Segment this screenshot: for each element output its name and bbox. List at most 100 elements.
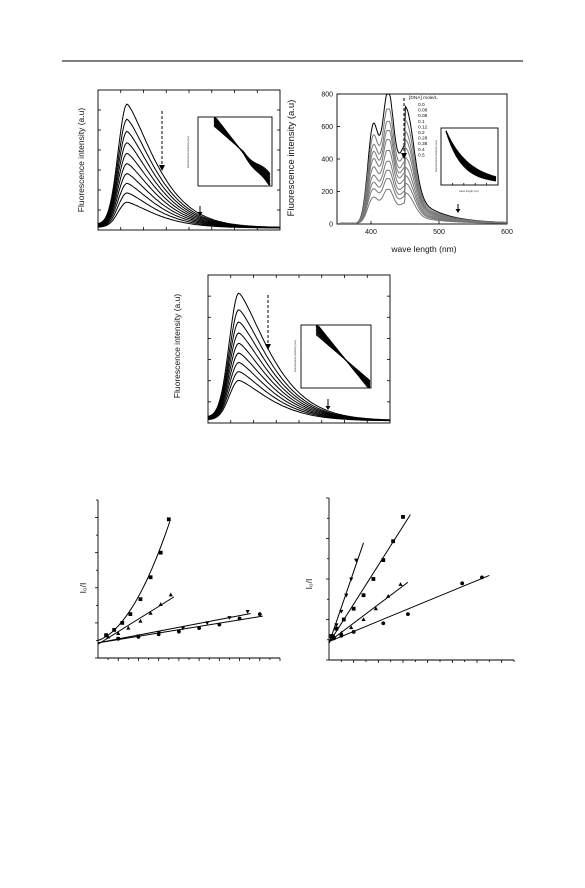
panel-b-legend-entry: 0.1 [418, 119, 425, 125]
panel-b-dashed-arrowhead [401, 153, 407, 159]
panel-b-xlabel: wave length (nm) [390, 244, 456, 254]
panel-e-point [351, 630, 356, 634]
panel-b-inset-xlabel: wave length (nm) [459, 189, 479, 193]
panel-c-ticks [208, 275, 390, 423]
panel-a-curve [97, 163, 280, 229]
panel-b-y-tick-label: 0 [329, 222, 333, 229]
panel-e-point [351, 606, 356, 611]
panel-d-point [257, 612, 262, 617]
panel-a-ylabel: Fluorescence intensity (a.u) [76, 108, 86, 213]
panel-a: Fluorescence intensity (a.u) Fluorescenc… [76, 89, 281, 231]
panel-e-point [339, 630, 344, 635]
panel-b-inset-curve [445, 130, 497, 182]
panel-e-fit-line [328, 542, 365, 644]
panel-b: Fluorescence intensity (a.u) wave length… [286, 92, 513, 255]
panel-e-point [341, 617, 346, 622]
panel-d-point [197, 626, 202, 631]
panel-e-point [398, 582, 403, 586]
panel-a-curve [97, 192, 280, 229]
panel-d-point [227, 616, 232, 620]
panel-a-inset-ylabel: Fluorescence intensity (a.u) [186, 136, 190, 168]
panel-a-curves [97, 103, 281, 229]
panel-b-legend-entry: 0.08 [418, 108, 428, 114]
panel-b-y-tick-label: 200 [321, 189, 333, 196]
panel-e-point [344, 593, 349, 598]
panel-e-point [371, 577, 376, 581]
panel-d-point [180, 626, 186, 631]
panel-d-point [120, 620, 125, 625]
panel-d-point [245, 609, 250, 614]
panel-b-curves [340, 93, 508, 224]
panel-b-legend: 0.00.080.080.10.120.20.280.380.40.5 [418, 102, 428, 158]
panel-b-inset-ylabel: Fluorescence intensity (a.u) [434, 140, 438, 172]
panel-d-point [136, 635, 141, 639]
panel-b-inset-curve [445, 130, 497, 182]
panel-b-ylabel: Fluorescence intensity (a.u) [286, 100, 297, 217]
panel-d-point [138, 618, 143, 623]
panel-c-inset-ylabel: Fluorescence intensity (a.u) [293, 340, 297, 372]
panel-c-inset-curve [316, 325, 370, 388]
panel-d-point [166, 517, 171, 522]
panel-b-legend-title: [DNA] mole/L [409, 95, 438, 101]
panel-d-fit-line [97, 615, 263, 644]
panel-d-point [156, 632, 161, 637]
panel-c-curve [207, 379, 390, 422]
panel-d-point [158, 602, 163, 606]
panel-e-point [329, 634, 334, 639]
panel-a-curve [97, 182, 280, 229]
panel-c-curves [207, 292, 391, 422]
panel-d-point [217, 622, 222, 627]
panel-d-point [126, 625, 131, 630]
panel-e-point [391, 539, 396, 544]
panel-b-legend-entry: 0.08 [418, 113, 428, 119]
panel-e-ticks [326, 497, 515, 663]
panel-e-ylabel: I₀/I [304, 579, 314, 590]
panel-b-x-tick-label: 400 [365, 229, 377, 236]
panel-e-point [361, 593, 366, 598]
panel-c-solid-arrowhead [325, 406, 331, 410]
panel-d-point [205, 621, 210, 626]
panel-a-dashed-arrowhead [159, 165, 165, 171]
panel-a-curve [97, 173, 281, 229]
panel-e-point [381, 558, 386, 562]
panel-e-fit-line [328, 574, 490, 643]
panel-e-point [460, 581, 465, 586]
panel-d-ticks [95, 499, 281, 661]
panel-c: Fluorescence intensity (a.u) Fluorescenc… [172, 274, 391, 424]
panel-d-point [116, 631, 121, 635]
panel-d-point [158, 550, 163, 555]
panel-e-point [381, 621, 386, 626]
panel-d-plot [97, 517, 263, 645]
panel-b-legend-entry: 0.28 [418, 136, 428, 142]
panel-b-axis-labels: 400 500 600 0 200 400 600 800 [321, 92, 513, 237]
panel-d-point [176, 629, 181, 634]
panel-e-point [401, 515, 405, 519]
panel-d-point [138, 597, 143, 602]
panel-d-point [168, 592, 173, 597]
panel-e-point [349, 577, 354, 582]
panel-e-fit-line [328, 581, 409, 643]
panel-e-point [354, 558, 359, 563]
panel-e-point [339, 609, 344, 614]
panel-d-point [148, 575, 153, 580]
panel-d-fit-curve [97, 521, 171, 641]
panel-a-inset-curve [214, 117, 271, 186]
panel-e-point [480, 575, 484, 580]
panel-d-point [112, 628, 117, 632]
panel-c-inset-curves [315, 325, 371, 388]
panel-b-inset-curve [445, 130, 497, 178]
panel-b-x-tick-label: 600 [501, 229, 513, 236]
panel-e-point [334, 626, 339, 631]
panel-d-ylabel: I₀/I [78, 583, 88, 594]
panel-b-solid-arrowhead [455, 209, 461, 213]
panel-a-ticks [98, 90, 280, 230]
panel-a-solid-arrowhead [197, 212, 203, 216]
panel-b-legend-entry: 0.4 [418, 147, 425, 153]
panel-b-inset-frame [440, 127, 499, 186]
panel-e-point [406, 612, 410, 616]
panel-e-point [386, 594, 391, 598]
panel-e-point [331, 633, 337, 638]
panel-e-point [334, 623, 339, 628]
panel-b-y-tick-label: 800 [321, 92, 333, 99]
